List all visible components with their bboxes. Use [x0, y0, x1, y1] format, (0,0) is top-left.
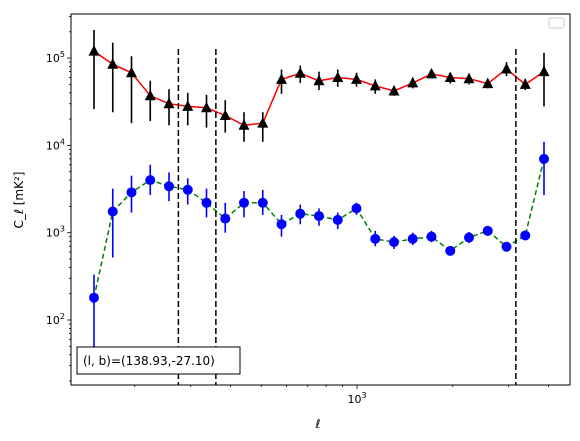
series-1-marker — [276, 73, 287, 84]
series-1-marker — [107, 58, 119, 69]
series-2-marker — [351, 203, 362, 214]
series-2-marker — [164, 181, 174, 192]
series-1-marker — [163, 97, 175, 109]
series-1-marker — [444, 71, 456, 82]
series-2-marker — [501, 241, 512, 252]
series-2-marker — [520, 230, 531, 241]
series-2-marker — [295, 208, 306, 219]
series-2-marker — [314, 211, 324, 222]
series-2-marker — [220, 213, 231, 224]
series-2-marker — [445, 245, 456, 256]
series-1-marker — [313, 74, 325, 86]
y-tick-label: 104 — [46, 137, 65, 152]
series-1-marker — [482, 77, 494, 89]
series-1-marker — [519, 78, 531, 89]
series-2-marker — [426, 231, 437, 242]
series-1-marker — [219, 109, 231, 121]
y-tick-label: 105 — [46, 50, 65, 65]
series-2-marker — [370, 233, 381, 244]
legend-box — [548, 17, 565, 29]
annotation-text: (l, b)=(138.93,-27.10) — [83, 354, 215, 368]
series-1-marker — [369, 79, 381, 91]
y-axis-label: C_ℓ [mK²] — [12, 172, 26, 229]
series-1-marker — [294, 67, 306, 78]
series-1-marker — [538, 65, 550, 77]
series-2-marker — [407, 233, 418, 244]
series-2-marker — [276, 219, 287, 230]
series-1-marker — [501, 63, 512, 74]
series-2-marker — [145, 175, 156, 186]
series-1-marker — [201, 101, 212, 113]
series-2-marker — [464, 232, 474, 243]
series-1-marker — [144, 89, 156, 101]
series-1-marker — [88, 45, 100, 56]
series-2-marker — [482, 225, 493, 236]
series-2-marker — [182, 184, 193, 195]
series-2-marker — [107, 206, 118, 217]
series-1-marker — [407, 76, 419, 88]
vertical-reference-lines — [177, 49, 517, 385]
y-tick-label: 103 — [46, 225, 65, 240]
series-2-marker — [332, 214, 343, 225]
series-1-marker — [332, 71, 344, 82]
axis-ticks — [67, 16, 549, 389]
series-1-marker — [463, 72, 475, 84]
axis-tick-labels: 102 103 104 105 103 — [46, 50, 367, 406]
series-2-marker — [126, 187, 137, 198]
series-1-marker — [182, 100, 194, 111]
series-1-marker — [126, 66, 137, 78]
x-axis-label: ℓ — [315, 417, 321, 431]
series-1-marker — [388, 84, 400, 96]
series-2-marker — [257, 197, 268, 208]
annotation-box — [76, 346, 241, 375]
x-tick-label: 103 — [347, 391, 366, 406]
location-annotation: (l, b)=(138.93,-27.10) — [76, 346, 241, 375]
series-2-marker — [389, 237, 399, 248]
plot-frame — [70, 13, 571, 386]
series-2-marker — [201, 197, 212, 208]
series-2-marker — [539, 153, 549, 164]
series-1-marker — [426, 67, 437, 79]
series-1-marker — [351, 73, 362, 84]
series-2-marker — [89, 292, 99, 303]
series-1-marker — [257, 117, 269, 128]
series-2-marker — [239, 197, 249, 208]
y-tick-label: 102 — [46, 312, 65, 327]
data-markers — [88, 45, 550, 303]
series-1-marker — [238, 119, 250, 130]
